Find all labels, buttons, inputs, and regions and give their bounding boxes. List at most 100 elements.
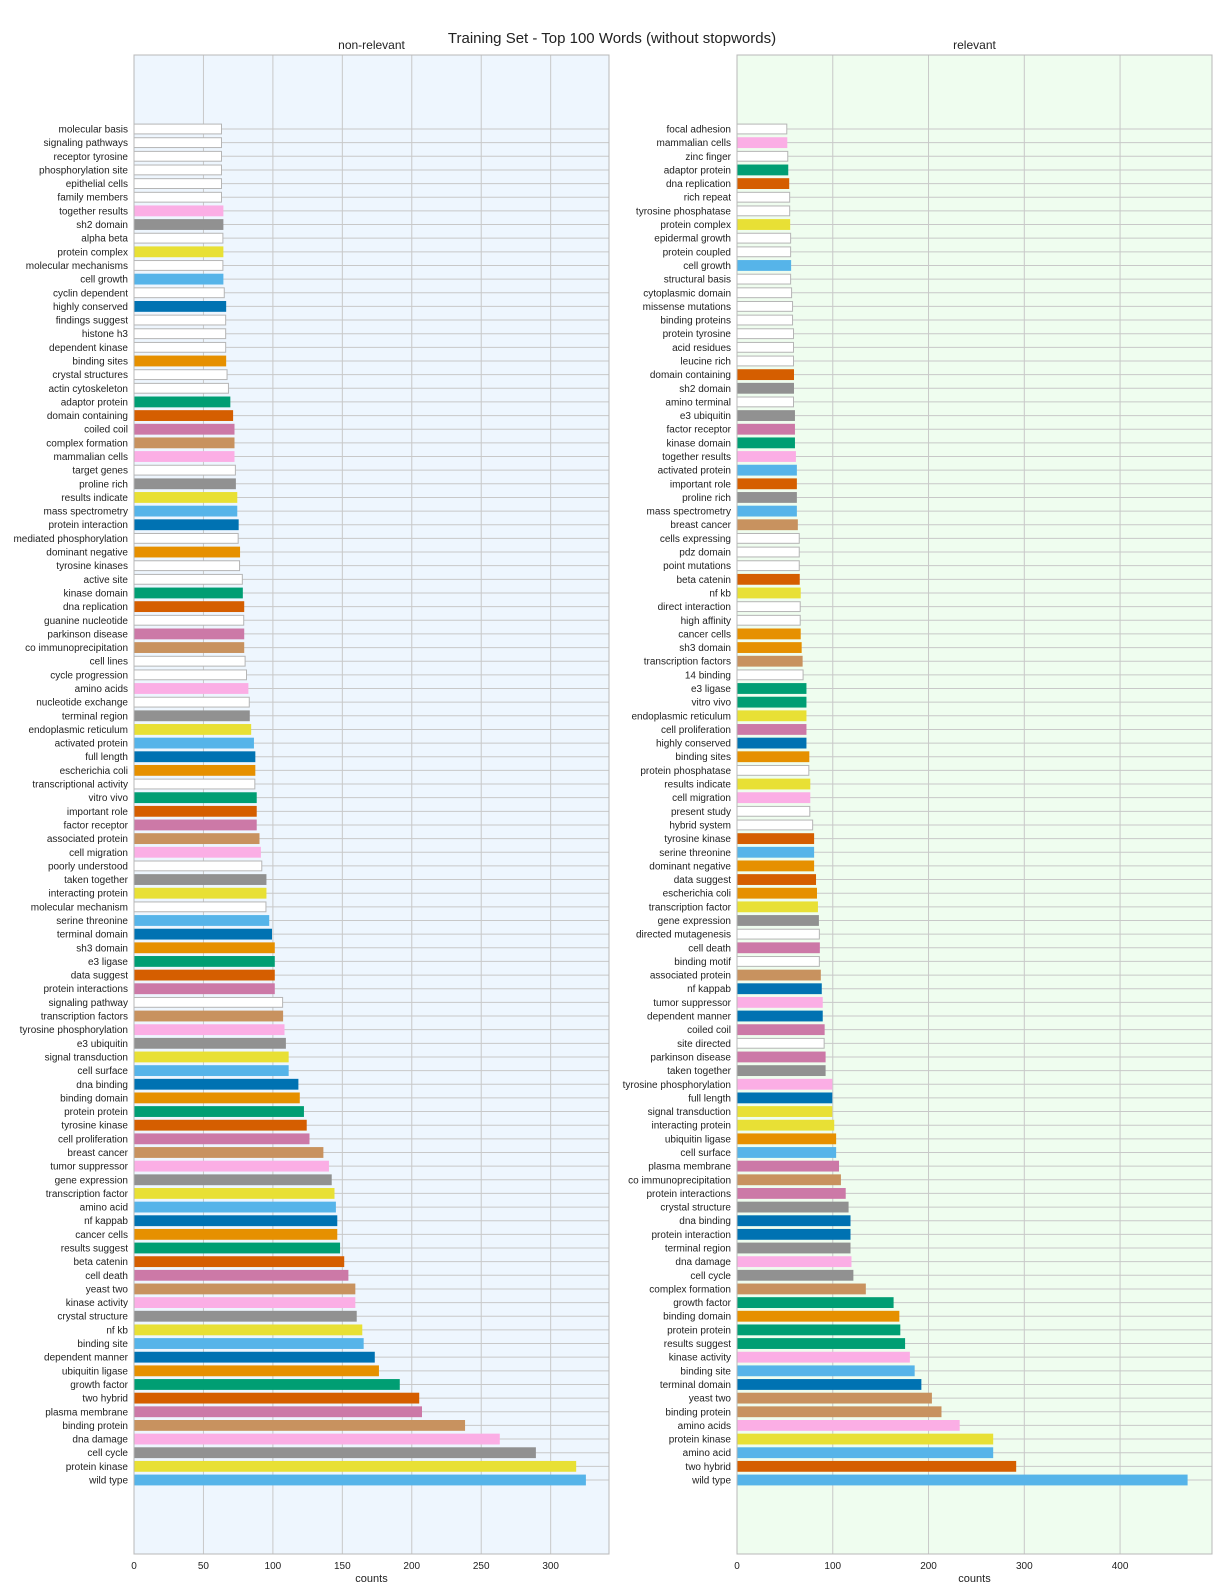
category-label: signal transduction [45, 1052, 128, 1063]
bar [736, 846, 815, 858]
category-label: directed mutagenesis [636, 930, 731, 941]
bar [736, 1160, 840, 1172]
category-label: e3 ligase [88, 957, 128, 968]
bar [133, 532, 239, 544]
category-label: tyrosine phosphorylation [623, 1080, 731, 1091]
category-label: kinase activity [669, 1353, 731, 1364]
category-label: high affinity [681, 616, 731, 627]
category-label: wild type [691, 1476, 731, 1487]
bar [736, 792, 811, 804]
category-label: phosphorylation site [39, 165, 128, 176]
bar [133, 819, 257, 831]
category-label: co immunoprecipitation [25, 643, 128, 654]
category-label: growth factor [673, 1298, 731, 1309]
bar [133, 1228, 338, 1240]
category-label: amino acids [75, 684, 128, 695]
bar [133, 860, 263, 872]
category-label: acid residues [672, 343, 731, 354]
bar [133, 219, 224, 230]
category-label: guanine nucleotide [44, 616, 128, 627]
bar [736, 1106, 833, 1117]
category-label: cell migration [69, 848, 128, 859]
category-label: yeast two [689, 1394, 732, 1405]
category-label: protein interactions [44, 984, 129, 995]
category-label: coiled coil [687, 1025, 731, 1036]
category-label: dependent kinase [49, 343, 128, 354]
bar [736, 956, 820, 967]
category-label: molecular mechanism [31, 902, 128, 913]
bar [736, 1283, 866, 1295]
x-tick-label: 400 [1112, 1561, 1129, 1572]
bar [736, 628, 801, 640]
bar [736, 478, 797, 490]
category-label: sh3 domain [76, 943, 128, 954]
bar [736, 150, 789, 162]
x-tick-label: 300 [1016, 1561, 1033, 1572]
category-label: zinc finger [685, 152, 731, 163]
category-label: important role [67, 807, 129, 818]
bar [133, 901, 267, 913]
category-label: growth factor [70, 1380, 128, 1391]
category-label: cytoplasmic domain [643, 288, 731, 299]
category-label: mammalian cells [657, 138, 731, 149]
category-label: binding site [680, 1366, 731, 1377]
bar [133, 1310, 357, 1322]
bar [133, 1078, 299, 1090]
bar [736, 915, 819, 926]
category-label: cells expressing [660, 534, 731, 545]
bar [736, 546, 800, 558]
bar [133, 683, 249, 694]
bar [736, 164, 789, 176]
category-label: beta catenin [74, 1257, 129, 1268]
chart-title: Training Set - Top 100 Words (without st… [448, 30, 776, 47]
category-label: domain containing [47, 411, 128, 422]
category-label: dna damage [72, 1435, 128, 1446]
category-label: missense mutations [643, 302, 731, 313]
bar [736, 1392, 932, 1404]
bar [736, 341, 795, 353]
category-label: vitro vivo [89, 793, 129, 804]
category-label: cell lines [90, 657, 128, 668]
category-label: parkinson disease [650, 1052, 731, 1063]
bar [133, 1147, 324, 1158]
bar [133, 1215, 338, 1227]
bar [133, 1447, 536, 1459]
x-tick-label: 100 [265, 1561, 282, 1572]
category-label: proline rich [682, 493, 731, 504]
category-label: protein interaction [652, 1230, 732, 1241]
bar [133, 573, 243, 585]
bar [133, 1119, 307, 1131]
category-label: highly conserved [656, 739, 731, 750]
category-label: plasma membrane [648, 1162, 731, 1173]
bar [736, 382, 795, 394]
category-label: amino acid [80, 1203, 128, 1214]
category-label: signaling pathway [49, 998, 129, 1009]
category-label: histone h3 [82, 329, 129, 340]
category-label: rich repeat [684, 193, 731, 204]
category-label: binding site [77, 1339, 128, 1350]
category-label: terminal region [665, 1244, 731, 1255]
category-label: crystal structures [52, 370, 128, 381]
bar [133, 1010, 284, 1022]
bar [133, 191, 222, 203]
bar [736, 696, 807, 708]
category-label: nucleotide exchange [36, 698, 128, 709]
x-axis-label: counts [958, 1573, 991, 1584]
bar [736, 969, 821, 981]
bar [736, 246, 792, 258]
bar [133, 437, 235, 449]
category-label: breast cancer [67, 1148, 128, 1159]
category-label: complex formation [46, 438, 128, 449]
bar [133, 123, 222, 135]
category-label: factor receptor [667, 425, 732, 436]
bar [133, 696, 250, 708]
category-label: nf kb [106, 1325, 128, 1336]
bar [736, 942, 820, 954]
category-label: plasma membrane [45, 1407, 128, 1418]
category-label: taken together [64, 875, 129, 886]
category-label: epidermal growth [654, 234, 731, 245]
category-label: tyrosine kinases [56, 561, 128, 572]
bar [133, 328, 227, 340]
category-label: cell growth [683, 261, 731, 272]
